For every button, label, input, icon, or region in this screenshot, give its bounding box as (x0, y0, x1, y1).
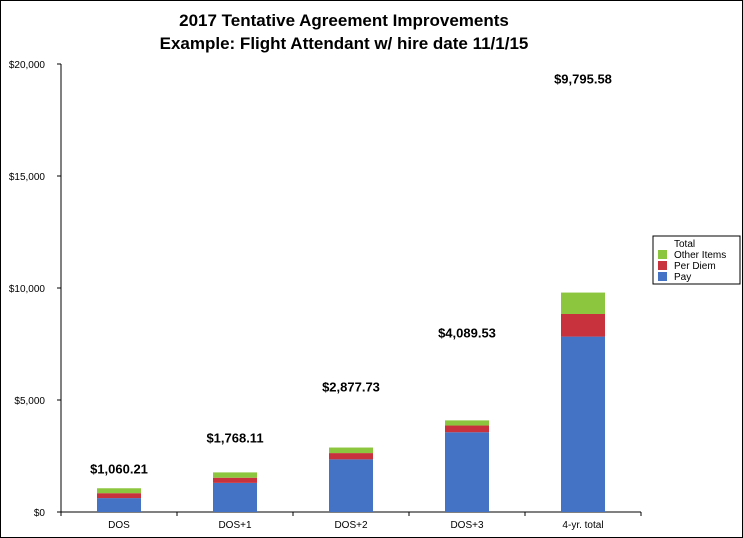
x-tick-label: DOS (108, 520, 130, 531)
legend-swatch (658, 272, 667, 281)
bar-segment-other-items (445, 420, 489, 426)
bar-segment-per-diem (561, 313, 605, 337)
bar-segment-per-diem (213, 477, 257, 483)
chart-subtitle: Example: Flight Attendant w/ hire date 1… (160, 34, 529, 53)
bar-segment-pay (329, 459, 373, 512)
bar-total-label: $1,768.11 (206, 430, 263, 445)
x-tick-label: DOS+3 (450, 520, 484, 531)
chart-title: 2017 Tentative Agreement Improvements (179, 11, 509, 30)
bar-total-label: $1,060.21 (90, 461, 148, 476)
legend-box (652, 235, 741, 285)
bar-segment-pay (445, 432, 489, 512)
legend-swatch (658, 261, 667, 270)
total-labels: $1,060.21 $1,768.11 $2,877.73 $4,089.53 $9,7… (90, 72, 612, 477)
bar-segment-other-items (329, 447, 373, 454)
bar-segment-pay (213, 482, 257, 512)
y-tick-label: $20,000 (9, 60, 46, 71)
bars (97, 292, 605, 512)
bar-segment-other-items (97, 488, 141, 494)
legend-label: Other Items (674, 250, 726, 261)
x-tick-label: DOS+1 (218, 520, 252, 531)
y-tick-label: $10,000 (9, 284, 46, 295)
y-tick-label: $5,000 (14, 396, 45, 407)
axes: $0 $5,000 $10,000 $15,000 $20,000 DOS DOS+1 DOS… (9, 60, 642, 531)
legend-label: Per Diem (674, 261, 716, 272)
bar-segment-other-items (561, 292, 605, 314)
legend-label: Pay (674, 272, 691, 283)
bar-segment-pay (561, 336, 605, 512)
bar-segment-per-diem (97, 493, 141, 499)
x-tick-label: 4-yr. total (562, 520, 603, 531)
bar-segment-pay (97, 498, 141, 512)
bar-segment-other-items (213, 472, 257, 478)
bar-segment-per-diem (445, 425, 489, 433)
legend-title: Total (674, 239, 695, 250)
bar-total-label: $2,877.73 (322, 380, 380, 395)
legend-swatch (658, 250, 667, 259)
x-tick-label: DOS+2 (334, 520, 368, 531)
bar-total-label: $9,795.58 (554, 72, 612, 87)
y-tick-label: $15,000 (9, 172, 46, 183)
bar-total-label: $4,089.53 (438, 325, 496, 340)
y-tick-label: $0 (34, 508, 46, 519)
bar-segment-per-diem (329, 453, 373, 460)
